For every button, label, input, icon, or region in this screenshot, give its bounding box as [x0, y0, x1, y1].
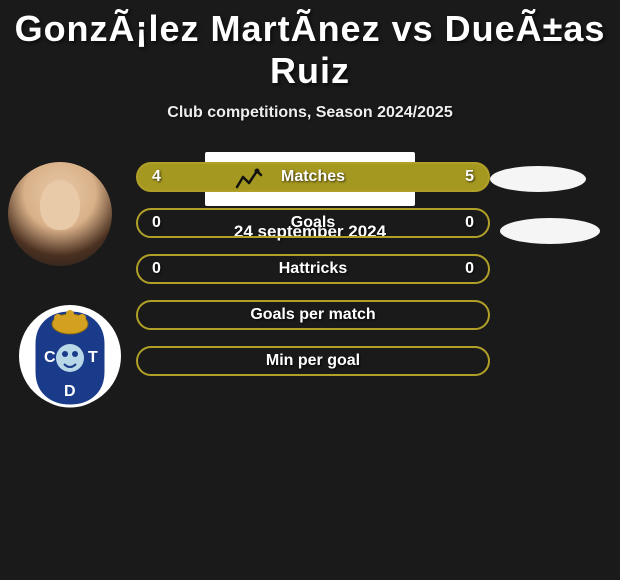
stat-label: Hattricks [279, 260, 347, 278]
stat-row: 0 Goals 0 [136, 208, 490, 238]
svg-text:T: T [88, 349, 98, 366]
stat-left-value: 4 [152, 168, 161, 186]
stat-right-value: 0 [465, 260, 474, 278]
branding-logo-icon [235, 167, 263, 191]
stat-rows: 4 Matches 5 0 Goals 0 0 Hattricks 0 Goals per mat… [136, 162, 490, 392]
stat-right-value: 0 [465, 214, 474, 232]
stat-label: Goals [291, 214, 335, 232]
svg-text:C: C [44, 349, 56, 366]
page-title: GonzÃ¡lez MartÃ­nez vs DueÃ±as Ruiz [0, 0, 620, 92]
stat-row: Min per goal [136, 346, 490, 376]
svg-text:D: D [64, 383, 76, 400]
stat-right-value: 5 [465, 168, 474, 186]
stat-label: Goals per match [250, 306, 375, 324]
stat-left-value: 0 [152, 214, 161, 232]
stat-label: Matches [281, 168, 345, 186]
player-left-avatar [8, 162, 112, 266]
stat-row: 0 Hattricks 0 [136, 254, 490, 284]
player-right-placeholder-1 [490, 166, 586, 192]
stat-left-value: 0 [152, 260, 161, 278]
stat-row: Goals per match [136, 300, 490, 330]
stat-row: 4 Matches 5 [136, 162, 490, 192]
player-right-placeholder-2 [500, 218, 600, 244]
stat-label: Min per goal [266, 352, 360, 370]
page-subtitle: Club competitions, Season 2024/2025 [0, 104, 620, 122]
club-badge: C T D [18, 300, 122, 412]
